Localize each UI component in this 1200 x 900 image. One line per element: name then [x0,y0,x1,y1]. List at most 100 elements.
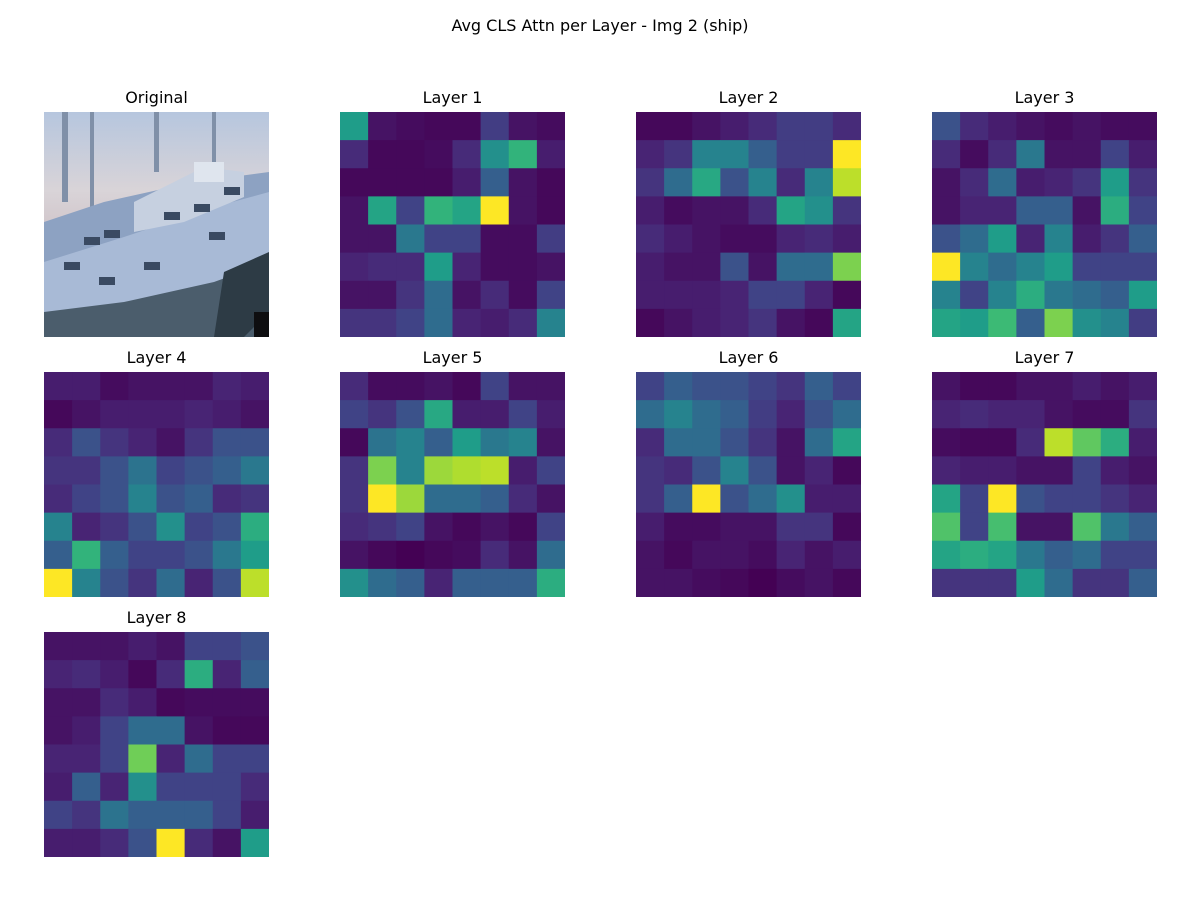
panel-title: Layer 4 [126,348,187,367]
heatmap-cell [776,140,806,169]
heatmap-cell [932,252,961,282]
heatmap-cell [692,196,721,225]
heatmap-cell [932,280,961,310]
heatmap-cell [396,372,425,401]
heatmap-cell [960,428,989,457]
attention-heatmap [932,112,1157,337]
heatmap-cell [692,400,721,429]
attention-heatmap [932,372,1157,597]
heatmap-cell [692,540,721,570]
heatmap-cell [396,224,425,254]
heatmap-cell [424,512,453,542]
heatmap-cell [804,140,834,169]
panel-title: Layer 7 [1014,348,1075,367]
heatmap-cell [508,196,538,225]
heatmap-cell [748,372,778,401]
heatmap-cell [536,568,565,597]
heatmap-cell [1128,484,1157,514]
heatmap-cell [100,632,129,661]
heatmap-cell [508,308,538,337]
heatmap-cell [776,308,806,337]
heatmap-cell [664,540,693,570]
heatmap-cell [340,428,369,457]
heatmap-cell [212,800,242,830]
heatmap-cell [480,224,510,254]
heatmap-cell [1016,224,1045,254]
heatmap-cell [932,512,961,542]
heatmap-cell [72,632,101,661]
heatmap-cell [480,400,510,429]
heatmap-cell [452,308,482,337]
heatmap-cell [424,140,453,169]
heatmap-cell [988,308,1017,337]
heatmap-cell [536,428,565,457]
heatmap-cell [664,568,693,597]
heatmap-cell [960,196,989,225]
heatmap-cell [776,456,806,485]
panel-title: Layer 6 [718,348,779,367]
heatmap-cell [44,568,73,597]
heatmap-cell [340,484,369,514]
heatmap-cell [988,512,1017,542]
heatmap-cell [536,196,565,225]
heatmap-cell [240,716,269,745]
heatmap-cell [1016,252,1045,282]
heatmap-cell [44,744,73,774]
heatmap-cell [100,688,129,717]
heatmap-cell [240,800,269,830]
heatmap-cell [720,372,749,401]
heatmap-cell [128,512,157,542]
heatmap-cell [748,140,778,169]
heatmap-cell [72,372,101,401]
heatmap-cell [804,484,834,514]
heatmap-cell [424,280,453,310]
heatmap-cell [44,400,73,429]
heatmap-cell [44,772,73,802]
heatmap-cell [932,484,961,514]
heatmap-cell [1072,456,1102,485]
heatmap-cell [396,252,425,282]
heatmap-cell [776,540,806,570]
heatmap-cell [368,428,397,457]
heatmap-cell [480,372,510,401]
heatmap-cell [156,372,186,401]
heatmap-cell [508,484,538,514]
heatmap-cell [452,140,482,169]
heatmap-cell [508,252,538,282]
heatmap-cell [636,456,665,485]
heatmap-cell [1044,224,1074,254]
heatmap-cell [184,632,214,661]
heatmap-cell [720,428,749,457]
heatmap-cell [368,540,397,570]
heatmap-cell [748,280,778,310]
heatmap-cell [184,400,214,429]
heatmap-cell [748,224,778,254]
heatmap-cell [664,428,693,457]
heatmap-cell [212,540,242,570]
heatmap-cell [212,828,242,857]
panel-layer-3: Layer 3 [932,88,1157,337]
heatmap-cell [720,400,749,429]
heatmap-cell [340,568,369,597]
heatmap-cell [44,512,73,542]
heatmap-cell [100,744,129,774]
heatmap-cell [100,828,129,857]
heatmap-cell [1016,196,1045,225]
heatmap-cell [1016,428,1045,457]
heatmap-cell [396,140,425,169]
heatmap-cell [368,280,397,310]
heatmap-cell [340,196,369,225]
heatmap-cell [240,744,269,774]
heatmap-cell [960,484,989,514]
heatmap-cell [368,308,397,337]
heatmap-cell [536,456,565,485]
heatmap-cell [988,372,1017,401]
heatmap-cell [692,280,721,310]
heatmap-cell [128,716,157,745]
heatmap-cell [932,456,961,485]
heatmap-cell [748,252,778,282]
heatmap-cell [1128,456,1157,485]
heatmap-cell [664,308,693,337]
heatmap-cell [1072,428,1102,457]
heatmap-cell [960,512,989,542]
